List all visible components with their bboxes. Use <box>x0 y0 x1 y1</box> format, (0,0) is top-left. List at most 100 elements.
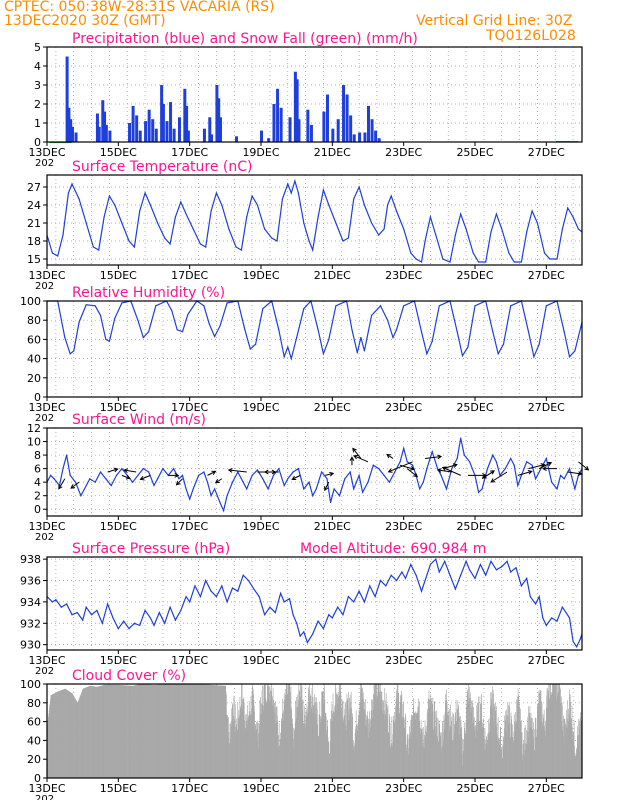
cloud-cover-bar <box>497 716 499 778</box>
cloud-cover-bar <box>253 706 255 778</box>
cloud-cover-bar <box>561 721 562 778</box>
wind-vector <box>442 466 461 476</box>
cloud-cover-bar <box>363 708 364 778</box>
wind-point <box>383 474 385 476</box>
cloud-cover-bar <box>430 698 431 778</box>
cloud-cover-bar <box>331 713 333 778</box>
cloud-cover-bar <box>483 723 484 778</box>
humidity-xtick-label: 27DEC <box>528 401 565 414</box>
wind-point <box>451 468 453 470</box>
cloud-cover-bar <box>309 702 311 778</box>
cloud-cover-bar <box>238 715 240 778</box>
cloud-cover-bar <box>382 702 384 778</box>
cloud-cover-bar <box>553 684 555 778</box>
cloud-cover-bar <box>491 692 493 778</box>
precip-bar <box>128 123 132 142</box>
cloud-cover-bar <box>346 694 348 778</box>
cloud-cover-bar <box>365 715 367 778</box>
pressure-point <box>226 601 228 603</box>
cloud-cover-bar <box>499 738 501 778</box>
wind-point <box>256 469 259 471</box>
pressure-point <box>410 563 412 566</box>
cloud-cover-bar <box>340 684 341 778</box>
cloud-cover-bar <box>369 731 371 778</box>
cloud-cover-bar <box>484 739 486 778</box>
cloud-cover-bar <box>242 699 243 778</box>
cloud-cover-bar <box>378 684 379 778</box>
precip-bar <box>103 111 107 142</box>
cloud-cover-bar <box>390 746 391 778</box>
cloud-cover-bar <box>223 685 224 778</box>
cloud-cover-bar <box>479 696 481 778</box>
cloud-cover-bar <box>520 708 521 778</box>
wind-vector <box>567 471 582 475</box>
cloud-cover-bar <box>170 684 172 778</box>
temperature-point <box>164 237 166 239</box>
wind-point <box>287 478 289 480</box>
cloud-cover-bar <box>572 731 574 778</box>
cloud-cover-bar <box>61 689 63 778</box>
cloud-cover-bar <box>316 709 318 778</box>
cloud-cover-bar <box>435 728 437 778</box>
cloud-cover-bar <box>507 715 508 778</box>
cloud-cover-bar <box>75 700 77 778</box>
humidity-point <box>99 314 102 316</box>
cloud-cover-bar <box>70 692 72 778</box>
cloud-cover-bar <box>130 685 131 778</box>
pressure-point <box>199 595 201 598</box>
cloud-cover-bar <box>501 758 503 778</box>
cloud-cover-bar <box>304 714 306 778</box>
cloud-cover-bar <box>278 723 280 778</box>
humidity-point <box>474 305 476 307</box>
wind-vector-head <box>387 468 393 473</box>
cloud-cover-bar <box>144 684 146 778</box>
cloud-cover-bar <box>298 689 300 778</box>
wind-year-label: 202 <box>35 532 54 543</box>
cloud-cover-bar <box>442 741 444 778</box>
cloud-cover-bar <box>187 684 188 778</box>
pressure-point <box>535 603 537 605</box>
cloud-cover-bar <box>382 713 384 778</box>
cloud-cover-bar <box>367 734 369 778</box>
cloud-cover-bar <box>217 685 218 778</box>
cloud-cover-bar <box>111 684 113 778</box>
cloud-cover-bar <box>95 686 96 778</box>
wind-point <box>486 468 489 470</box>
cloud-cover-bar <box>373 684 375 778</box>
cloud-cover-bar <box>59 690 61 778</box>
cloud-cover-bar <box>431 712 432 778</box>
cloud-cover-bar <box>165 684 167 778</box>
temperature-point <box>85 222 87 224</box>
cloud-cover-bar <box>126 685 128 778</box>
cloud-cover-bar <box>440 752 442 778</box>
pressure-point <box>526 577 528 579</box>
cloud-cover-bar <box>433 711 435 778</box>
cloud-cover-bar <box>83 688 85 778</box>
cloud-cover-bar <box>67 690 69 778</box>
temperature-title: Surface Temperature (nC) <box>72 159 253 175</box>
precip-frame <box>46 46 583 143</box>
cloud-cover-bar <box>150 684 152 778</box>
cloud-cover-bar <box>381 700 382 778</box>
precip-xtick-label: 15DEC <box>100 146 137 159</box>
wind-vector-head <box>174 473 180 478</box>
cloud-cover-bar <box>188 684 189 778</box>
cloud-cover-bar <box>258 724 260 778</box>
pressure-point <box>510 571 512 573</box>
cloud-cover-bar <box>65 689 67 778</box>
cloud-cover-bar <box>482 722 483 778</box>
cloud-cover-bar <box>372 699 374 778</box>
precip-ytick-label: 3 <box>34 79 41 92</box>
cloud-cover-bar <box>334 716 335 778</box>
humidity-point <box>73 350 75 352</box>
wind-vector-head <box>547 461 553 467</box>
precip-title: Precipitation (blue) and Snow Fall (gree… <box>72 31 418 47</box>
cloud-cover-bar <box>151 684 153 778</box>
cloud-cover-bar <box>278 747 280 778</box>
cloud-cover-bar <box>302 700 303 778</box>
wind-point <box>303 488 305 490</box>
cloud-cover-bar <box>220 685 221 778</box>
cloud-cover-bar <box>345 725 347 778</box>
pressure-point <box>76 611 78 614</box>
cloud-cover-bar <box>207 684 208 778</box>
